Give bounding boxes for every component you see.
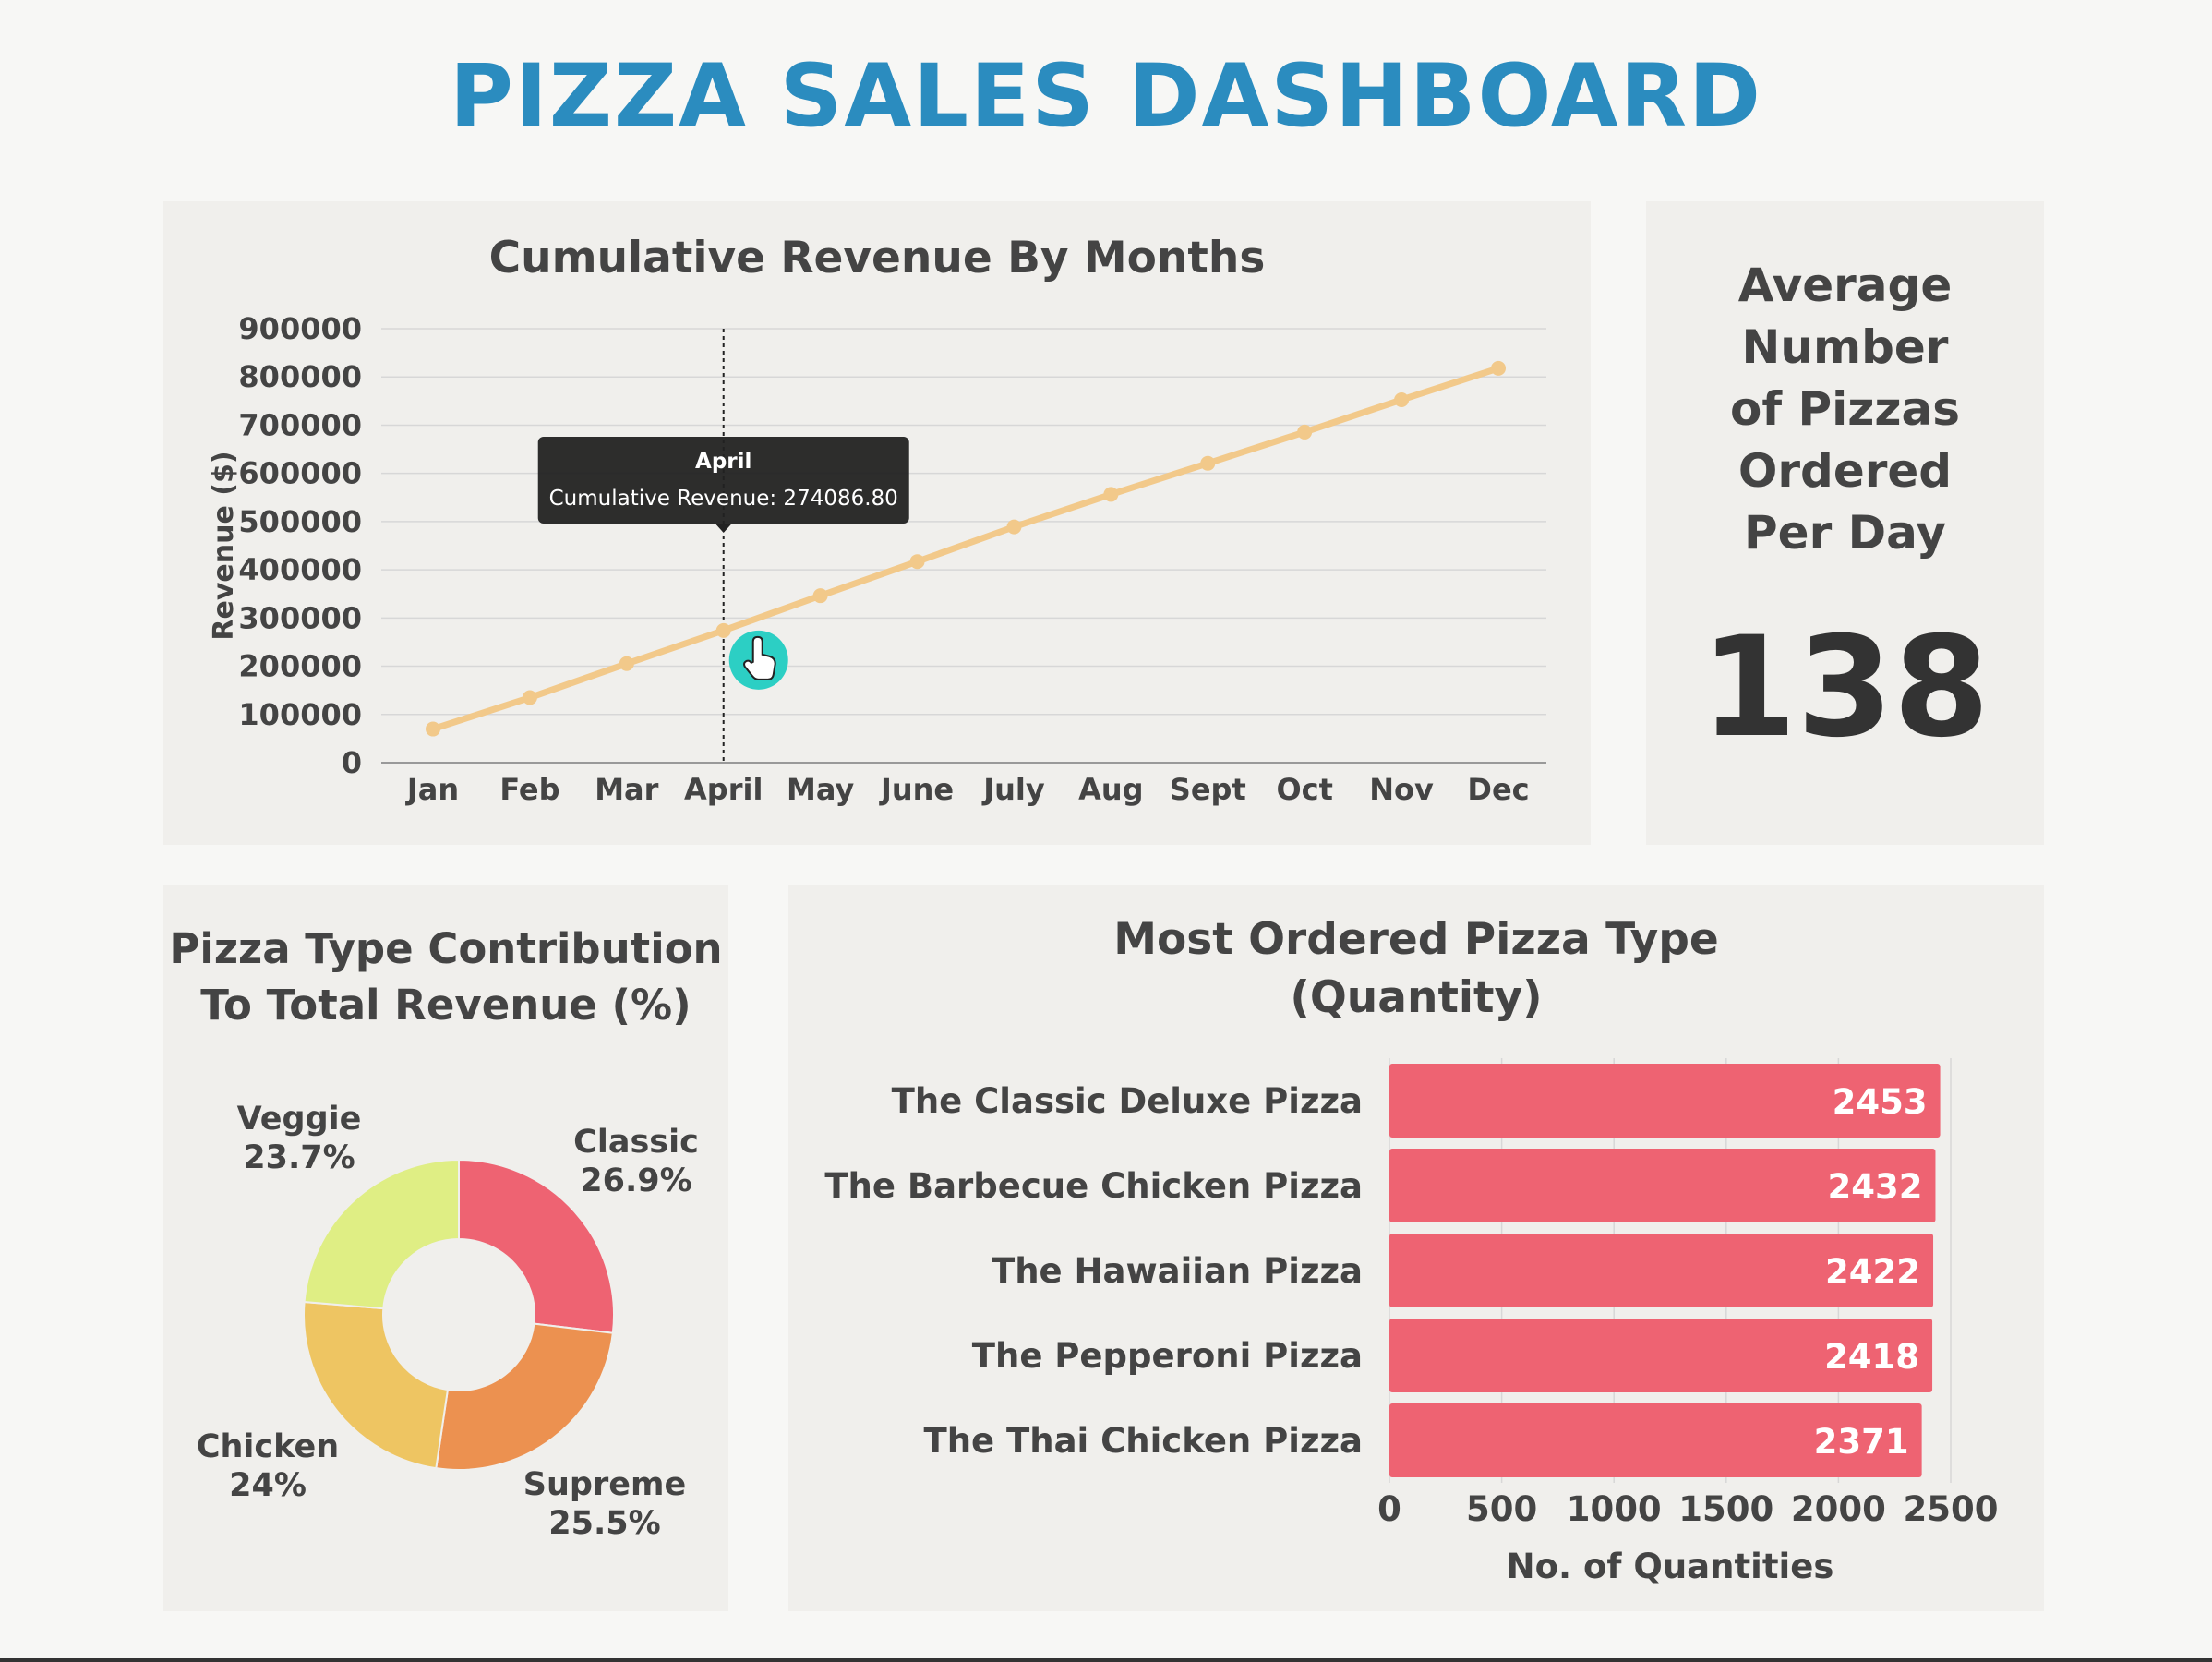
chart-tooltip: April Cumulative Revenue: 274086.80 — [537, 437, 909, 533]
x-tick-label: May — [787, 772, 854, 807]
data-point — [715, 622, 731, 638]
donut-slice-chicken — [303, 1300, 450, 1470]
tooltip-title: April — [695, 450, 751, 474]
x-tick-label: Jan — [405, 772, 459, 807]
y-tick-label: 200000 — [238, 649, 362, 684]
y-tick-label: 600000 — [238, 456, 362, 491]
data-point — [522, 690, 537, 705]
x-tick-label: 1500 — [1678, 1489, 1773, 1529]
most-ordered-bar-chart[interactable]: 0 500 1000 1500 2000 2500 The Classic Deluxe P… — [788, 885, 2044, 1611]
y-tick-label: 300000 — [238, 600, 362, 635]
bar-title-line: (Quantity) — [1290, 972, 1543, 1024]
y-tick-label: 900000 — [238, 311, 362, 346]
donut-slice-supreme — [435, 1322, 614, 1471]
y-tick-label: 500000 — [238, 504, 362, 539]
x-tick-label: 1000 — [1567, 1489, 1662, 1529]
bottom-border — [0, 1658, 2212, 1662]
bar-category-label: The Classic Deluxe Pizza — [892, 1081, 1363, 1121]
y-tick-label: 400000 — [238, 552, 362, 587]
bar-category-label: The Hawaiian Pizza — [992, 1251, 1363, 1291]
bar-value-label: 2432 — [1827, 1167, 1922, 1207]
revenue-line-chart[interactable]: 0 100000 200000 300000 400000 500000 600000 700… — [163, 201, 1591, 845]
dashboard-title: PIZZA SALES DASHBOARD — [450, 46, 1762, 147]
data-point — [1491, 360, 1506, 376]
x-tick-label: June — [879, 772, 954, 807]
x-axis-label: No. of Quantities — [1507, 1547, 1834, 1586]
x-tick-label: Oct — [1276, 772, 1332, 807]
bar-value-label: 2453 — [1833, 1082, 1928, 1122]
y-tick-label: 100000 — [238, 697, 362, 732]
bar — [1389, 1064, 1941, 1138]
pie-chart-title: Pizza Type Contribution To Total Revenue… — [163, 921, 728, 1034]
revenue-series-line — [431, 365, 1500, 732]
bar-category-label: The Thai Chicken Pizza — [923, 1421, 1363, 1461]
data-point — [426, 721, 440, 737]
bar — [1389, 1403, 1922, 1477]
x-tick-label: Sept — [1170, 772, 1246, 807]
bar-category-label: The Pepperoni Pizza — [972, 1336, 1363, 1376]
data-point — [812, 588, 828, 604]
kpi-label-line: Number — [1741, 320, 1949, 374]
donut-slice-veggie — [303, 1158, 460, 1310]
x-tick-label: Feb — [499, 772, 559, 807]
slice-label-name: Supreme — [523, 1466, 686, 1503]
data-point — [1006, 519, 1022, 535]
bar-value-label: 2371 — [1814, 1422, 1909, 1462]
kpi-label-line: of Pizzas — [1730, 382, 1960, 436]
x-tick-label: Nov — [1369, 772, 1434, 807]
bar-value-label: 2418 — [1824, 1337, 1919, 1377]
tooltip-box — [537, 437, 909, 524]
data-point — [1103, 487, 1119, 502]
slice-label-name: Classic — [573, 1124, 699, 1161]
slice-label-value: 23.7% — [243, 1139, 355, 1176]
kpi-label-line: Per Day — [1744, 506, 1946, 560]
revenue-line-chart-panel: Cumulative Revenue By Months 0 100000 2000… — [163, 201, 1591, 845]
data-point — [1394, 391, 1410, 407]
kpi-panel: Average Number of Pizzas Ordered Per Day… — [1646, 201, 2044, 845]
slice-label-value: 25.5% — [548, 1505, 660, 1542]
data-point — [1297, 424, 1313, 440]
x-tick-label: July — [981, 772, 1045, 807]
slice-label-name: Chicken — [197, 1428, 339, 1465]
data-point — [909, 554, 925, 570]
hand-cursor-icon — [743, 635, 776, 680]
line-chart-title: Cumulative Revenue By Months — [488, 233, 1266, 283]
x-tick-label: 2000 — [1791, 1489, 1886, 1529]
tooltip-text: Cumulative Revenue: 274086.80 — [549, 487, 898, 511]
slice-label-name: Veggie — [237, 1101, 362, 1138]
x-tick-label: 2500 — [1904, 1489, 1999, 1529]
x-tick-label: Dec — [1467, 772, 1529, 807]
kpi-value: 138 — [1700, 608, 1990, 768]
bar — [1389, 1149, 1936, 1222]
kpi-label-line: Average — [1737, 259, 1953, 312]
x-tick-label: 500 — [1466, 1489, 1537, 1529]
y-tick-label: 0 — [342, 745, 362, 780]
pie-title-line: To Total Revenue (%) — [200, 980, 691, 1030]
x-tick-label: 0 — [1377, 1489, 1401, 1529]
data-point — [619, 656, 634, 671]
y-tick-label: 800000 — [238, 359, 362, 394]
x-tick-label: Mar — [595, 772, 658, 807]
bar — [1389, 1234, 1934, 1307]
slice-label-value: 26.9% — [580, 1162, 691, 1199]
pizza-type-pie-panel: Pizza Type Contribution To Total Revenue… — [163, 885, 728, 1611]
x-tick-label: April — [684, 772, 763, 807]
slice-label-value: 24% — [229, 1467, 307, 1504]
kpi-label: Average Number of Pizzas Ordered Per Day — [1646, 255, 2044, 564]
x-tick-label: Aug — [1078, 772, 1143, 807]
pie-title-line: Pizza Type Contribution — [169, 924, 723, 973]
bar — [1389, 1319, 1933, 1392]
y-tick-label: 700000 — [238, 407, 362, 442]
kpi-label-line: Ordered — [1737, 444, 1953, 498]
bar-title-line: Most Ordered Pizza Type — [1113, 914, 1719, 965]
bar-chart-title: Most Ordered Pizza Type (Quantity) — [788, 910, 2044, 1028]
bar-value-label: 2422 — [1825, 1252, 1920, 1292]
y-axis-label: Revenue ($) — [208, 451, 240, 640]
data-point — [1200, 455, 1216, 471]
bar-category-label: The Barbecue Chicken Pizza — [824, 1166, 1363, 1206]
most-ordered-bar-panel: Most Ordered Pizza Type (Quantity) 0 500 1… — [788, 885, 2044, 1611]
donut-slice-classic — [458, 1158, 615, 1334]
tooltip-pointer — [715, 524, 732, 533]
